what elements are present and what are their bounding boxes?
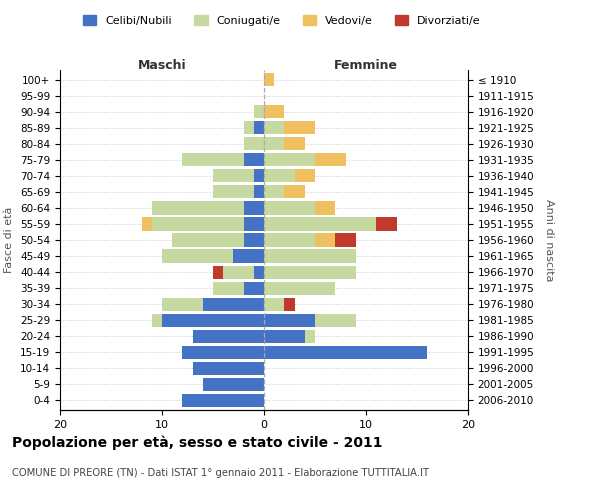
Y-axis label: Anni di nascita: Anni di nascita [544, 198, 554, 281]
Bar [315, 202, 335, 214]
Bar [244, 121, 254, 134]
Bar [295, 170, 315, 182]
Bar [264, 73, 274, 86]
Text: COMUNE DI PREORE (TN) - Dati ISTAT 1° gennaio 2011 - Elaborazione TUTTITALIA.IT: COMUNE DI PREORE (TN) - Dati ISTAT 1° ge… [12, 468, 429, 477]
Bar [152, 202, 244, 214]
Text: Femmine: Femmine [334, 58, 398, 71]
Bar [376, 218, 397, 230]
Bar [264, 121, 284, 134]
Bar [254, 170, 264, 182]
Bar [264, 202, 315, 214]
Legend: Celibi/Nubili, Coniugati/e, Vedovi/e, Divorziati/e: Celibi/Nubili, Coniugati/e, Vedovi/e, Di… [79, 10, 485, 30]
Bar [172, 234, 244, 246]
Bar [284, 186, 305, 198]
Bar [193, 330, 264, 343]
Bar [203, 378, 264, 391]
Bar [203, 298, 264, 310]
Bar [244, 282, 264, 294]
Bar [264, 314, 315, 327]
Bar [244, 137, 264, 150]
Text: Popolazione per età, sesso e stato civile - 2011: Popolazione per età, sesso e stato civil… [12, 435, 383, 450]
Bar [264, 234, 315, 246]
Y-axis label: Fasce di età: Fasce di età [4, 207, 14, 273]
Bar [264, 105, 284, 118]
Bar [254, 121, 264, 134]
Bar [213, 186, 254, 198]
Bar [254, 105, 264, 118]
Bar [264, 153, 315, 166]
Bar [162, 298, 203, 310]
Bar [213, 170, 254, 182]
Bar [193, 362, 264, 375]
Bar [244, 202, 264, 214]
Bar [152, 218, 244, 230]
Bar [244, 153, 264, 166]
Bar [223, 266, 254, 278]
Bar [264, 250, 356, 262]
Bar [213, 266, 223, 278]
Bar [254, 186, 264, 198]
Bar [182, 394, 264, 407]
Bar [284, 137, 305, 150]
Bar [315, 153, 346, 166]
Bar [264, 186, 284, 198]
Bar [264, 346, 427, 359]
Bar [244, 234, 264, 246]
Bar [233, 250, 264, 262]
Bar [264, 170, 295, 182]
Bar [182, 346, 264, 359]
Bar [264, 218, 376, 230]
Bar [162, 314, 264, 327]
Bar [284, 121, 315, 134]
Bar [284, 298, 295, 310]
Bar [315, 314, 356, 327]
Bar [305, 330, 315, 343]
Bar [254, 266, 264, 278]
Bar [315, 234, 335, 246]
Bar [264, 266, 356, 278]
Bar [162, 250, 233, 262]
Bar [264, 282, 335, 294]
Bar [213, 282, 244, 294]
Bar [152, 314, 162, 327]
Bar [182, 153, 244, 166]
Bar [335, 234, 356, 246]
Bar [264, 330, 305, 343]
Bar [264, 137, 284, 150]
Bar [142, 218, 152, 230]
Bar [244, 218, 264, 230]
Bar [264, 298, 284, 310]
Text: Maschi: Maschi [137, 58, 187, 71]
